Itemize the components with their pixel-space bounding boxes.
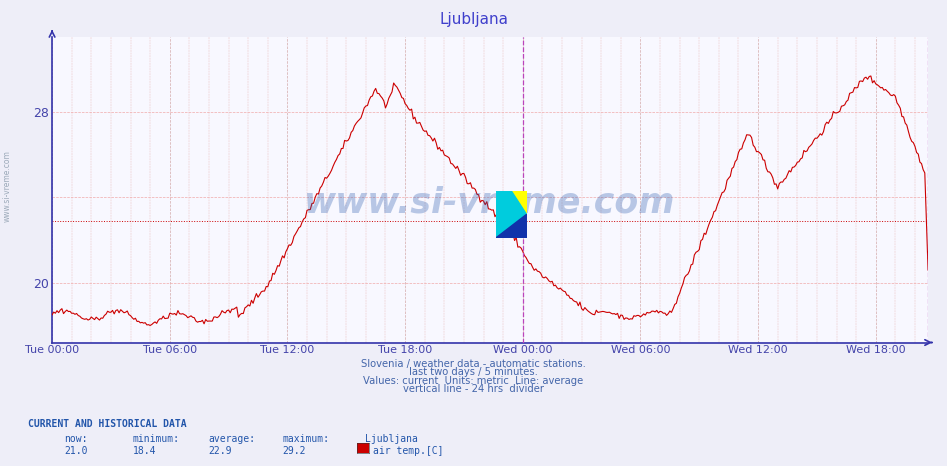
Text: minimum:: minimum: — [133, 434, 180, 444]
Polygon shape — [511, 191, 527, 214]
Text: 18.4: 18.4 — [133, 446, 156, 456]
Text: 22.9: 22.9 — [208, 446, 232, 456]
Text: Values: current  Units: metric  Line: average: Values: current Units: metric Line: aver… — [364, 376, 583, 385]
Text: vertical line - 24 hrs  divider: vertical line - 24 hrs divider — [403, 384, 544, 394]
Text: 29.2: 29.2 — [282, 446, 306, 456]
Text: air temp.[C]: air temp.[C] — [373, 446, 443, 456]
Text: maximum:: maximum: — [282, 434, 330, 444]
Text: 21.0: 21.0 — [64, 446, 88, 456]
Text: Ljubljana: Ljubljana — [365, 434, 418, 444]
Text: CURRENT AND HISTORICAL DATA: CURRENT AND HISTORICAL DATA — [28, 419, 188, 429]
Text: last two days / 5 minutes.: last two days / 5 minutes. — [409, 367, 538, 377]
Text: now:: now: — [64, 434, 88, 444]
Polygon shape — [496, 214, 527, 238]
Text: Slovenia / weather data - automatic stations.: Slovenia / weather data - automatic stat… — [361, 359, 586, 369]
Text: www.si-vreme.com: www.si-vreme.com — [304, 185, 676, 219]
Polygon shape — [496, 191, 527, 238]
Text: Ljubljana: Ljubljana — [439, 12, 508, 27]
Text: average:: average: — [208, 434, 256, 444]
Text: www.si-vreme.com: www.si-vreme.com — [3, 151, 12, 222]
